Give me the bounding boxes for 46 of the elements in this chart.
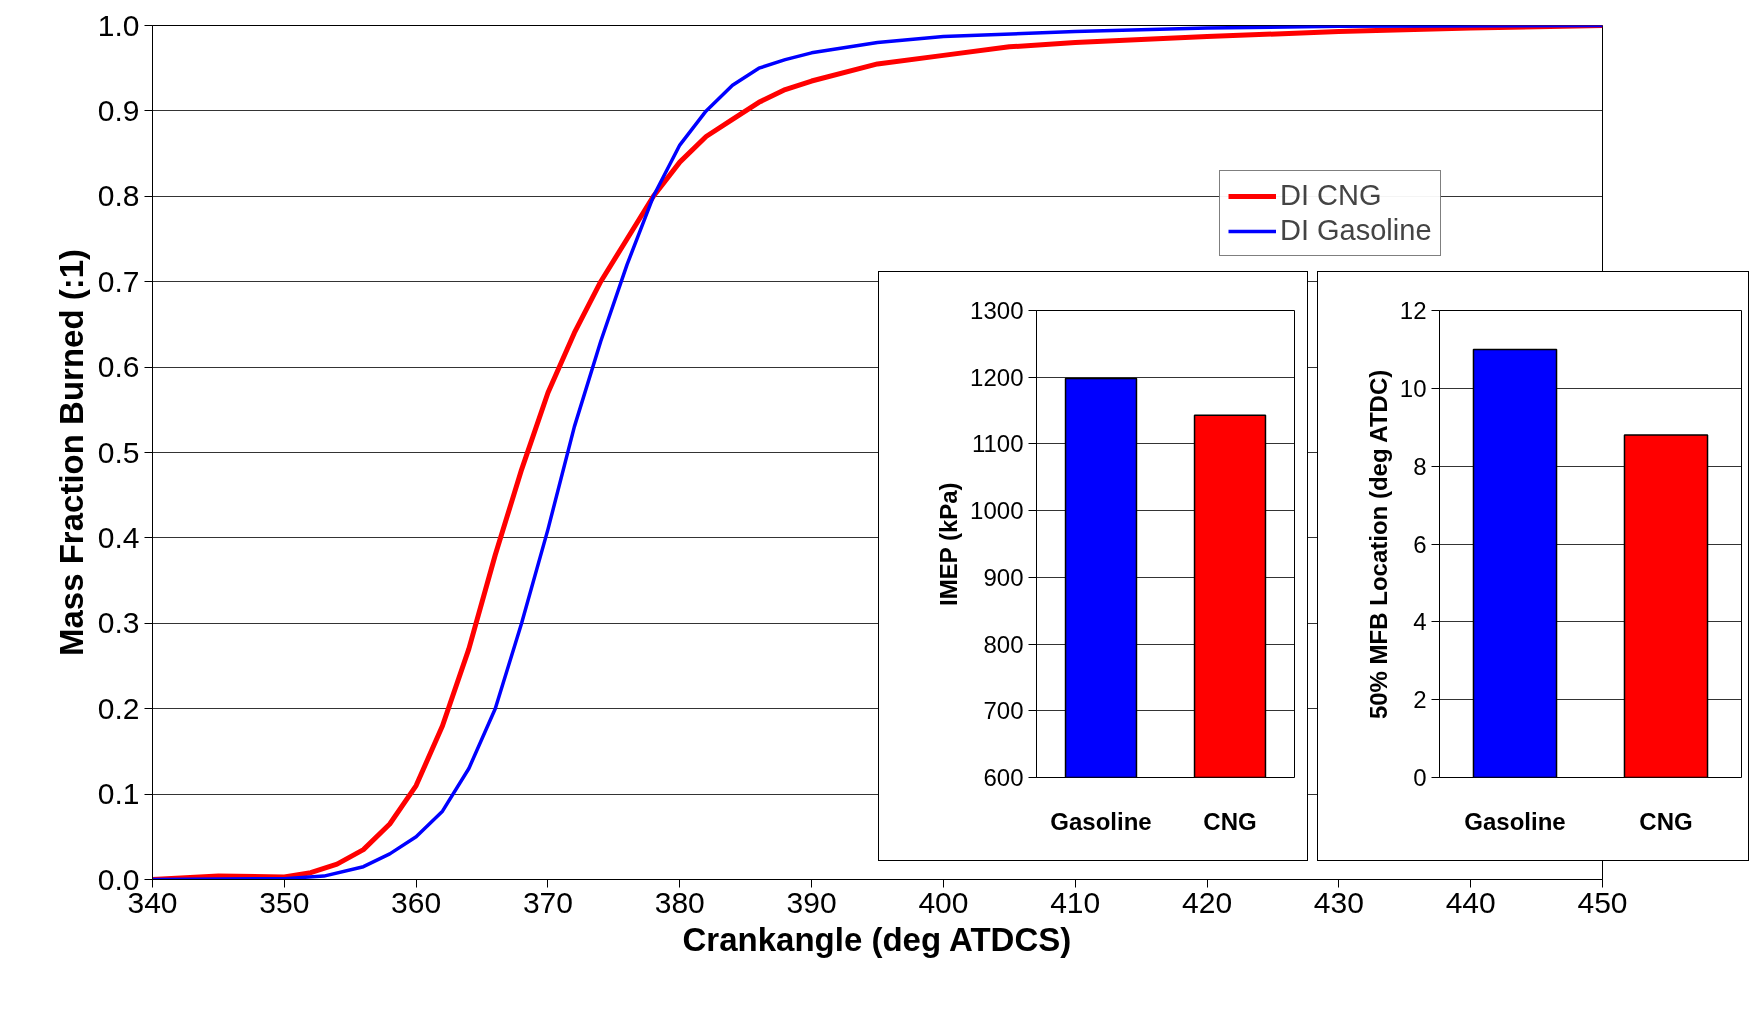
x-tick-label: 370 (522, 885, 573, 919)
x-tick-label: 360 (391, 885, 442, 919)
legend-label: DI Gasoline (1280, 214, 1432, 247)
y-tick-label: 600 (983, 764, 1024, 791)
y-tick-label: 0.2 (97, 691, 140, 725)
y-tick-label: 0.7 (97, 264, 140, 298)
x-tick-label: 440 (1445, 885, 1496, 919)
y-tick-label: 0.4 (97, 520, 140, 554)
x-tick-label: Gasoline (1464, 807, 1566, 835)
y-tick-label: 10 (1399, 374, 1427, 402)
y-tick-label: 0.6 (97, 350, 140, 384)
legend-label: DI CNG (1280, 179, 1382, 212)
y-tick-label: 1100 (971, 430, 1024, 458)
y-tick-label: 0.5 (97, 435, 140, 469)
y-tick-label: 2 (1413, 686, 1427, 714)
y-tick-label: 4 (1413, 608, 1427, 636)
y-tick-label: 1300 (970, 297, 1024, 324)
y-axis-title: 50% MFB Location (deg ATDC) (1364, 369, 1392, 720)
y-tick-label: 0.9 (97, 93, 140, 127)
x-tick-label: 420 (1182, 885, 1233, 919)
x-tick-label: Gasoline (1050, 807, 1152, 835)
y-tick-label: 0.8 (97, 179, 140, 213)
y-tick-label: 1000 (970, 497, 1024, 525)
y-tick-label: 1200 (970, 363, 1024, 391)
y-tick-label: 0 (1413, 764, 1427, 791)
x-axis-title: Crankangle (deg ATDCS) (682, 920, 1072, 958)
y-tick-label: 0.3 (97, 606, 140, 640)
y-tick-label: 12 (1399, 297, 1427, 324)
y-axis-title: IMEP (kPa) (935, 482, 963, 607)
x-tick-label: 400 (918, 885, 969, 919)
y-tick-label: 700 (983, 697, 1024, 725)
x-tick-label: 350 (259, 885, 310, 919)
y-tick-label: 0.1 (97, 777, 140, 811)
y-tick-label: 8 (1413, 452, 1427, 480)
x-tick-label: 380 (654, 885, 705, 919)
x-tick-label: 410 (1050, 885, 1101, 919)
x-tick-label: 430 (1313, 885, 1364, 919)
y-tick-label: 6 (1413, 530, 1427, 558)
y-axis-title: Mass Fraction Burned (:1) (52, 248, 90, 657)
y-tick-label: 800 (983, 630, 1024, 658)
x-tick-label: 450 (1577, 885, 1628, 919)
x-tick-label: 390 (786, 885, 837, 919)
x-tick-label: CNG (1639, 807, 1693, 835)
x-tick-label: CNG (1203, 807, 1257, 835)
y-tick-label: 1.0 (97, 8, 140, 42)
y-tick-label: 900 (983, 563, 1024, 591)
